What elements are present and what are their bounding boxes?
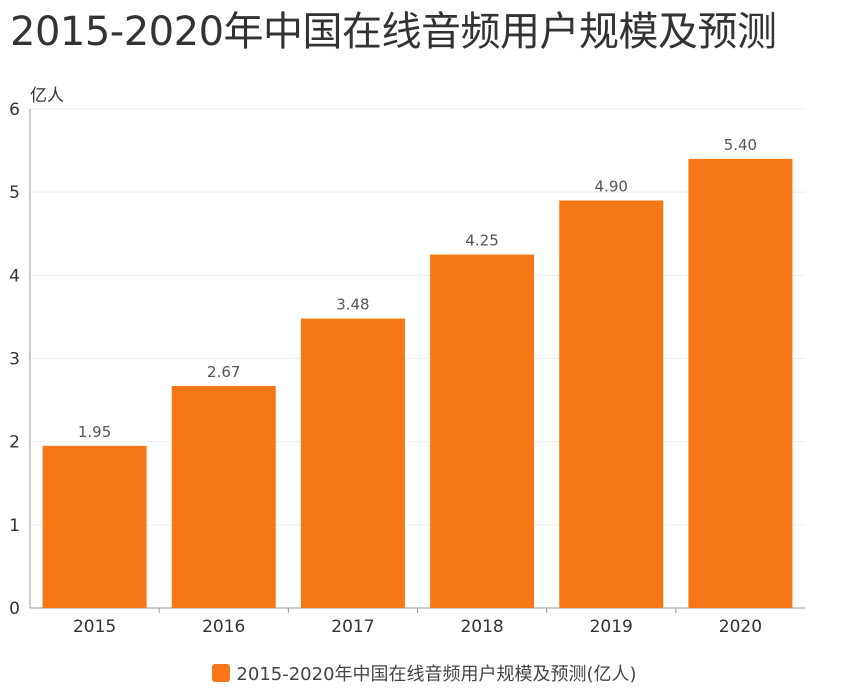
data-label: 1.95 — [78, 423, 111, 441]
y-tick-label: 5 — [9, 183, 20, 203]
bar — [430, 254, 535, 608]
legend-swatch[interactable] — [212, 664, 231, 682]
data-label: 3.48 — [336, 296, 369, 314]
data-label: 4.90 — [595, 177, 628, 195]
legend-label[interactable]: 2015-2020年中国在线音频用户规模及预测(亿人) — [236, 664, 637, 685]
y-tick-label: 3 — [9, 350, 20, 370]
y-tick-label: 2 — [9, 433, 20, 453]
bar — [300, 318, 405, 608]
x-tick-labels: 2015 2016 2017 2018 2019 2020 — [73, 617, 762, 637]
y-tick-label: 4 — [9, 266, 20, 286]
y-tick-labels: 0 1 2 3 4 5 6 — [9, 100, 20, 619]
y-axis-label: 亿人 — [30, 86, 64, 106]
x-tick-label: 2016 — [202, 617, 245, 637]
x-tick-label: 2018 — [460, 617, 503, 637]
y-tick-label: 1 — [9, 516, 20, 536]
x-tick-label: 2019 — [590, 617, 633, 637]
y-tick-label: 0 — [9, 599, 20, 619]
bar — [688, 158, 793, 608]
bar — [559, 200, 664, 608]
x-tick-label: 2015 — [73, 617, 116, 637]
data-label: 5.40 — [724, 136, 757, 154]
y-tick-label: 6 — [9, 100, 20, 120]
bar — [42, 445, 147, 608]
legend[interactable]: 2015-2020年中国在线音频用户规模及预测(亿人) — [0, 656, 849, 690]
bars — [42, 158, 793, 608]
chart-title: 2015-2020年中国在线音频用户规模及预测 — [10, 9, 777, 55]
data-label: 4.25 — [465, 232, 498, 250]
x-tick-label: 2017 — [331, 617, 374, 637]
grid-lines — [30, 108, 805, 526]
x-tick-label: 2020 — [719, 617, 762, 637]
axes — [29, 109, 805, 613]
bar — [171, 385, 276, 608]
data-label: 2.67 — [207, 363, 240, 381]
data-labels: 1.95 2.67 3.48 4.25 4.90 5.40 — [78, 136, 757, 441]
